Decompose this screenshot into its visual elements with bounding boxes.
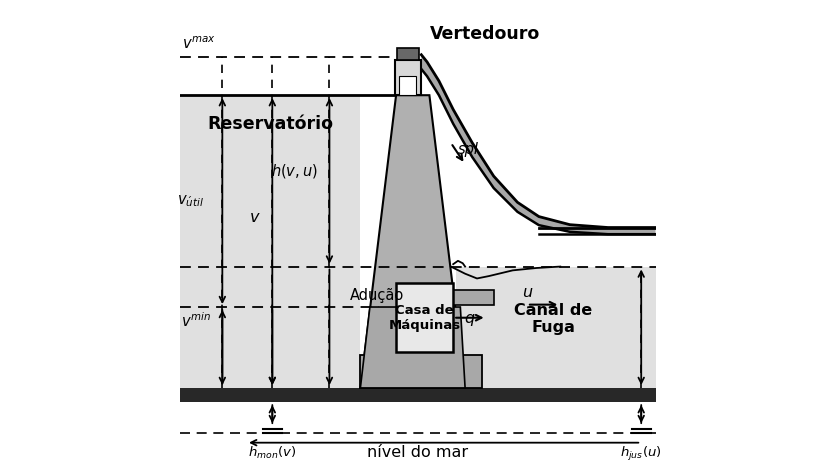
Bar xyxy=(456,267,655,388)
Bar xyxy=(180,95,361,388)
Polygon shape xyxy=(361,307,465,388)
Bar xyxy=(456,86,655,267)
Text: $h_{mon}(v)$: $h_{mon}(v)$ xyxy=(248,445,296,461)
Text: Reservatório: Reservatório xyxy=(207,115,333,133)
Text: $v_{\acute{u}til}$: $v_{\acute{u}til}$ xyxy=(176,193,203,209)
Bar xyxy=(396,283,453,352)
Text: $h_{jus}(u)$: $h_{jus}(u)$ xyxy=(620,445,662,463)
Bar xyxy=(180,388,655,402)
Polygon shape xyxy=(422,55,655,234)
Bar xyxy=(397,48,419,60)
Bar xyxy=(398,290,493,305)
Text: spl: spl xyxy=(458,142,479,158)
Bar xyxy=(399,76,416,95)
Text: $v^{max}$: $v^{max}$ xyxy=(182,36,215,52)
Text: nível do mar: nível do mar xyxy=(367,445,468,460)
Text: $q$: $q$ xyxy=(464,312,476,328)
Text: Vertedouro: Vertedouro xyxy=(430,25,540,43)
Text: Adução: Adução xyxy=(350,288,404,303)
Text: $u$: $u$ xyxy=(522,285,534,300)
Polygon shape xyxy=(361,95,465,388)
Bar xyxy=(395,60,421,95)
Text: Canal de
Fuga: Canal de Fuga xyxy=(514,303,592,335)
Bar xyxy=(361,355,482,388)
Text: $h(v,u)$: $h(v,u)$ xyxy=(271,162,317,180)
Text: $v^{min}$: $v^{min}$ xyxy=(181,312,211,330)
Text: Casa de
Máquinas: Casa de Máquinas xyxy=(388,304,461,332)
Text: $v$: $v$ xyxy=(249,210,261,225)
